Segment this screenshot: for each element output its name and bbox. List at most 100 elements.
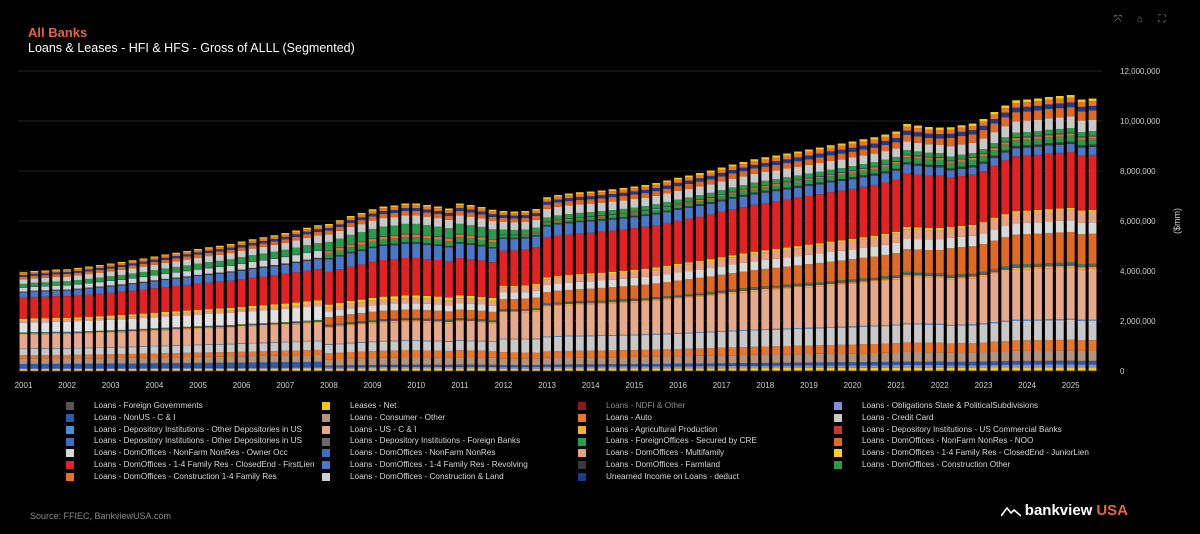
bar-segment[interactable] — [314, 349, 322, 355]
bar-segment[interactable] — [532, 236, 541, 248]
bar-segment[interactable] — [859, 365, 868, 368]
bar-segment[interactable] — [892, 163, 901, 169]
bar-segment[interactable] — [390, 350, 399, 358]
bar-segment[interactable] — [990, 165, 999, 219]
bar-segment[interactable] — [346, 216, 355, 218]
bar-segment[interactable] — [259, 342, 268, 344]
bar-segment[interactable] — [194, 250, 202, 253]
bar-segment[interactable] — [946, 361, 955, 366]
bar-segment[interactable] — [117, 285, 126, 292]
bar-segment[interactable] — [695, 363, 704, 367]
bar-segment[interactable] — [717, 274, 726, 291]
bar-segment[interactable] — [1034, 233, 1042, 264]
bar-segment[interactable] — [968, 274, 977, 276]
bar-segment[interactable] — [248, 325, 257, 327]
bar-segment[interactable] — [52, 368, 61, 370]
bar-segment[interactable] — [684, 218, 693, 263]
bar-segment[interactable] — [1012, 320, 1021, 341]
bar-segment[interactable] — [324, 367, 333, 369]
bar-segment[interactable] — [74, 332, 82, 334]
bar-segment[interactable] — [204, 256, 213, 263]
bar-segment[interactable] — [488, 298, 497, 301]
bar-segment[interactable] — [848, 362, 857, 366]
bar-segment[interactable] — [499, 358, 508, 366]
bar-segment[interactable] — [303, 259, 312, 261]
bar-segment[interactable] — [434, 321, 442, 323]
bar-segment[interactable] — [324, 258, 333, 260]
bar-segment[interactable] — [924, 323, 933, 325]
bar-stack[interactable] — [368, 209, 377, 372]
bar-segment[interactable] — [968, 142, 977, 154]
bar-segment[interactable] — [128, 316, 137, 319]
bar-segment[interactable] — [1088, 105, 1097, 111]
bar-segment[interactable] — [695, 216, 704, 261]
bar-segment[interactable] — [935, 127, 944, 131]
bar-segment[interactable] — [990, 351, 999, 362]
bar-segment[interactable] — [1012, 112, 1021, 122]
bar-segment[interactable] — [924, 152, 933, 157]
bar-segment[interactable] — [706, 202, 715, 204]
bar-segment[interactable] — [772, 201, 781, 249]
bar-segment[interactable] — [1023, 319, 1032, 321]
bar-segment[interactable] — [543, 222, 552, 225]
bar-segment[interactable] — [95, 272, 104, 278]
bar-segment[interactable] — [455, 205, 464, 209]
home-icon[interactable]: ⌂ — [1136, 14, 1144, 25]
bar-segment[interactable] — [903, 364, 912, 368]
bar-segment[interactable] — [292, 342, 301, 351]
bar-segment[interactable] — [477, 368, 486, 371]
legend-item[interactable]: Loans - DomOffices - NonFarm NonRes — [322, 448, 578, 459]
bar-segment[interactable] — [837, 326, 846, 328]
bar-segment[interactable] — [619, 364, 628, 367]
bar-segment[interactable] — [706, 293, 715, 294]
bar-segment[interactable] — [390, 319, 399, 320]
bar-segment[interactable] — [390, 299, 399, 304]
bar-segment[interactable] — [739, 190, 748, 192]
bar-segment[interactable] — [564, 198, 573, 202]
bar-segment[interactable] — [455, 357, 464, 365]
legend-item[interactable]: Loans - Depository Institutions - Foreig… — [322, 436, 578, 447]
bar-segment[interactable] — [750, 289, 759, 292]
bar-segment[interactable] — [423, 340, 432, 342]
bar-segment[interactable] — [510, 310, 519, 312]
bar-segment[interactable] — [466, 216, 475, 226]
bar-segment[interactable] — [510, 368, 519, 371]
bar-segment[interactable] — [532, 310, 541, 312]
bar-segment[interactable] — [1044, 118, 1053, 130]
bar-segment[interactable] — [237, 368, 246, 371]
bar-segment[interactable] — [1077, 136, 1086, 138]
bar-segment[interactable] — [314, 340, 322, 342]
bar-segment[interactable] — [466, 319, 475, 320]
bar-stack[interactable] — [335, 220, 344, 372]
bar-segment[interactable] — [117, 291, 126, 316]
bar-segment[interactable] — [139, 315, 148, 319]
bar-segment[interactable] — [739, 354, 748, 364]
bar-segment[interactable] — [717, 331, 726, 332]
bar-segment[interactable] — [455, 237, 464, 243]
bar-segment[interactable] — [1023, 102, 1032, 107]
bar-segment[interactable] — [532, 219, 541, 228]
bar-segment[interactable] — [292, 272, 301, 303]
bar-segment[interactable] — [1023, 222, 1032, 235]
bar-segment[interactable] — [466, 357, 475, 365]
bar-segment[interactable] — [324, 225, 333, 229]
bar-segment[interactable] — [924, 159, 933, 165]
bar-segment[interactable] — [95, 287, 104, 294]
bar-segment[interactable] — [74, 289, 82, 296]
bar-segment[interactable] — [41, 290, 50, 292]
bar-segment[interactable] — [717, 195, 726, 197]
bar-segment[interactable] — [543, 237, 552, 278]
bar-segment[interactable] — [619, 286, 628, 300]
bar-segment[interactable] — [423, 320, 432, 323]
bar-segment[interactable] — [608, 287, 617, 300]
bar-segment[interactable] — [477, 237, 486, 240]
bar-segment[interactable] — [292, 261, 301, 263]
bar-segment[interactable] — [368, 322, 377, 324]
bar-segment[interactable] — [324, 352, 333, 360]
bar-segment[interactable] — [401, 340, 410, 342]
bar-segment[interactable] — [903, 351, 912, 362]
bar-segment[interactable] — [914, 272, 922, 274]
bar-segment[interactable] — [1055, 367, 1064, 371]
bar-segment[interactable] — [510, 285, 519, 288]
bar-segment[interactable] — [772, 155, 781, 158]
